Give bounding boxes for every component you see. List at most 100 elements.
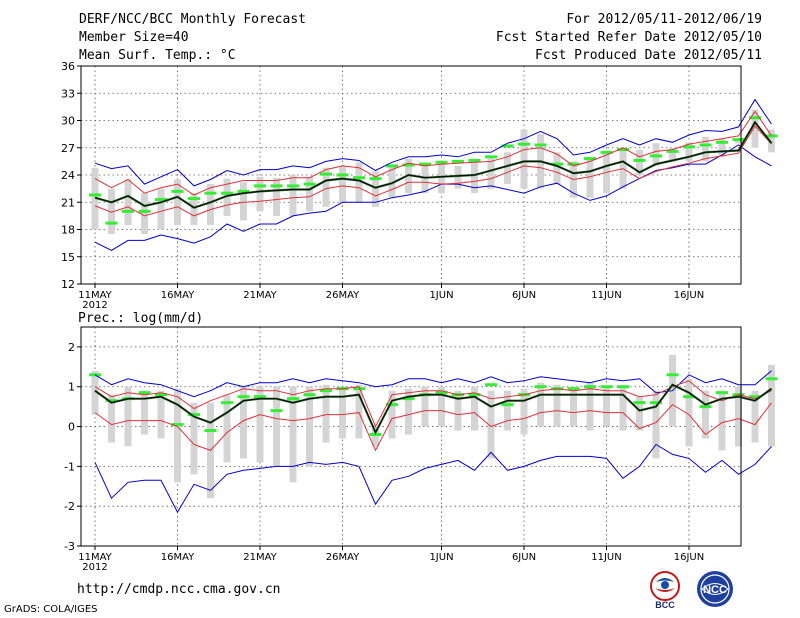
prec-spread-box [520, 388, 528, 435]
temp-spread-box [751, 109, 759, 148]
prec-spread-box [471, 386, 478, 431]
temp-ytick-label: 27 [61, 142, 75, 155]
ncc-logo-text: NCC [703, 584, 727, 596]
temp-spread-box [355, 162, 363, 203]
forecast-started-label: Fcst Started Refer Date 2012/05/10 [495, 30, 762, 45]
prec-ytick-label: 0 [68, 421, 75, 434]
temp-spread-box [504, 152, 511, 185]
temp-spread-box [669, 147, 676, 162]
prec-spread-box [718, 390, 726, 451]
prec-spread-box [355, 384, 363, 439]
forecast-period-label: For 2012/05/11-2012/06/19 [566, 12, 762, 27]
temp-upper-line [94, 110, 772, 196]
prec-spread-box [190, 402, 198, 475]
prec-lower-line [94, 402, 772, 452]
prec-spread-box [603, 386, 610, 427]
variable-label: Mean Surf. Temp.: °C [79, 48, 236, 63]
temp-spread-box [157, 188, 165, 230]
temp-ytick-label: 12 [61, 278, 75, 291]
prec-spread-box [372, 426, 379, 447]
temp-spread-box [553, 152, 561, 185]
prec-xtick-label: 21MAY [243, 552, 277, 563]
temp-xtick-year: 2012 [82, 300, 107, 311]
temp-spread-box [289, 175, 297, 216]
temp-spread-box [388, 165, 396, 198]
temp-spread-box [108, 188, 115, 235]
prec-spread-box [322, 384, 330, 443]
prec-max-line [94, 370, 772, 398]
temp-spread-box [240, 182, 247, 221]
prec-spread-box [487, 390, 495, 459]
temp-spread-box [273, 177, 280, 216]
prec-ytick-label: -1 [64, 460, 75, 473]
prec-spread-box [553, 384, 561, 427]
prec-spread-box [421, 386, 429, 427]
temp-spread-box [339, 165, 346, 203]
prec-spread-box [619, 386, 627, 431]
temp-min-line [94, 144, 772, 251]
temp-spread-box [207, 184, 214, 225]
prec-xtick-label: 26MAY [326, 552, 360, 563]
prec-spread-box [240, 386, 247, 459]
prec-spread-box [157, 390, 165, 439]
prec-xtick-label: 16MAY [161, 552, 195, 563]
temp-xtick-label: 26MAY [326, 290, 360, 301]
member-size-label: Member Size=40 [79, 30, 189, 45]
bcc-logo-text: BCC [655, 600, 675, 610]
temp-ytick-label: 21 [61, 196, 75, 209]
temp-xtick-label: 1JUN [429, 290, 453, 301]
temp-spread-box [190, 193, 198, 225]
temp-xtick-label: 16MAY [161, 290, 195, 301]
prec-spread-box [768, 364, 775, 447]
prec-spread-box [685, 378, 693, 447]
prec-spread-box [735, 386, 742, 447]
prec-spread-box [223, 394, 231, 463]
temp-max-line [94, 98, 772, 187]
temp-ytick-label: 24 [61, 169, 75, 182]
temp-ytick-label: 15 [61, 251, 75, 264]
temp-spread-box [454, 165, 462, 189]
temp-spread-box [471, 161, 478, 194]
prec-spread-box [141, 390, 148, 435]
prec-spread-box [388, 390, 396, 439]
prec-xtick-label: 16JUN [674, 552, 704, 563]
temp-xtick-label: 6JUN [512, 290, 536, 301]
temp-xtick-label: 21MAY [243, 290, 277, 301]
prec-ytick-label: -3 [64, 540, 75, 553]
temp-spread-box [124, 179, 132, 225]
prec-upper-line [94, 380, 772, 428]
prec-spread-box [454, 390, 462, 431]
prec-xtick-year: 2012 [82, 562, 107, 573]
prec-spread-box [289, 386, 297, 483]
ncc-logo: NCC [697, 571, 733, 607]
prec-xtick-label: 6JUN [512, 552, 536, 563]
temp-spread-box [487, 158, 495, 189]
prec-spread-box [91, 370, 99, 415]
temp-spread-box [718, 138, 726, 157]
temp-spread-box [520, 129, 528, 189]
prec-ytick-label: 2 [68, 341, 75, 354]
forecast-produced-label: Fcst Produced Date 2012/05/11 [535, 48, 762, 63]
temp-spread-box [174, 179, 181, 225]
prec-spread-box [586, 382, 594, 431]
prec-spread-box [339, 386, 346, 439]
prec-ytick-label: -2 [64, 500, 75, 513]
temp-spread-box [306, 176, 313, 212]
temp-ytick-label: 30 [61, 115, 75, 128]
prec-spread-box [273, 386, 280, 467]
prec-plot-frame [80, 326, 742, 547]
temp-spread-box [372, 171, 379, 207]
prec-ytick-label: 1 [68, 381, 75, 394]
prec-xtick-label: 11JUN [591, 552, 621, 563]
temp-spread-box [768, 129, 775, 153]
temp-xtick-label: 11JUN [591, 290, 621, 301]
temp-mean-line [94, 121, 772, 209]
temp-spread-box [256, 176, 264, 212]
prec-spread-box [306, 386, 313, 467]
prec-spread-box [124, 386, 132, 447]
prec-spread-box [570, 386, 577, 427]
prec-min-line [94, 443, 772, 514]
chart-title: DERF/NCC/BCC Monthly Forecast [79, 12, 306, 27]
prec-spread-box [405, 388, 412, 435]
